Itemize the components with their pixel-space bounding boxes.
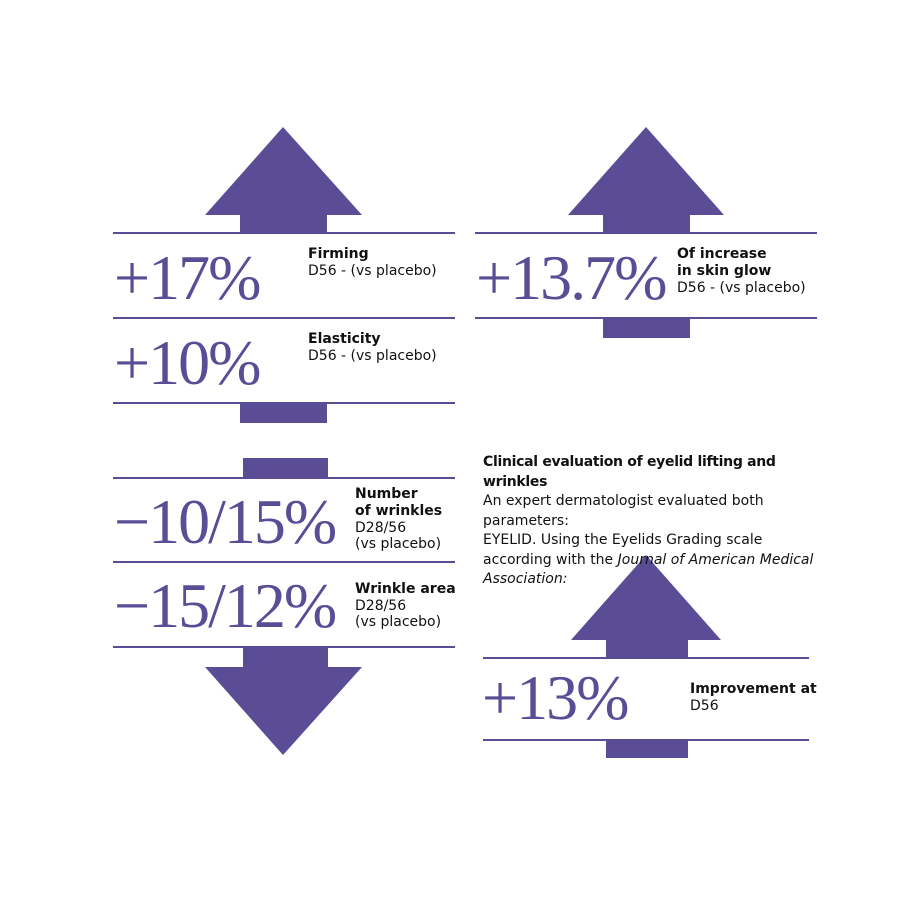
stat-detail: D28/56 [355,598,407,614]
stat-detail: (vs placebo) [355,536,442,552]
arrow-stem [243,647,328,667]
stat-figure: −10/15% [114,486,337,557]
stat-figure: +17% [114,242,261,313]
stat-figure: +13.7% [476,242,667,313]
stat-label: Number [355,486,418,502]
stat-label: Of increase [677,246,767,262]
stat-detail: (vs placebo) [355,614,442,630]
clinical-note: Clinical evaluation of eyelid lifting an… [483,453,818,590]
stat-label: Improvement at [690,681,817,697]
arrow-stem [243,458,328,478]
stat-detail: D56 - (vs placebo) [677,280,806,296]
stat-figure: +10% [114,327,261,398]
clinical-body: An expert dermatologist evaluated both p… [483,493,764,529]
stat-detail: D56 [690,698,719,714]
stat-figure: +13% [482,662,629,733]
stat-figure: −15/12% [114,570,337,641]
arrow-up [568,127,724,215]
stat-label: in skin glow [677,263,772,279]
stat-label: Elasticity [308,331,381,347]
arrow-stem [603,215,690,233]
stat-label: Firming [308,246,369,262]
stat-label: Wrinkle area [355,581,456,597]
stat-detail: D56 - (vs placebo) [308,348,437,364]
arrow-down [205,667,362,755]
arrow-up [571,555,721,640]
arrow-stem [240,403,327,423]
stat-detail: D56 - (vs placebo) [308,263,437,279]
arrow-stem [606,740,688,758]
stat-detail: D28/56 [355,520,407,536]
clinical-body: EYELID. Using the Eyelids Grading scale … [483,532,763,568]
clinical-heading: Clinical evaluation of eyelid lifting an… [483,454,776,490]
arrow-stem [606,640,688,658]
clinical-body: EYELID. Using the Eyelids Grading scale … [483,531,818,590]
arrow-stem [603,318,690,338]
clinical-source: Journal of American Medical Association: [483,551,814,588]
arrow-stem [240,215,327,233]
stat-label: of wrinkles [355,503,443,519]
arrow-up [205,127,362,215]
